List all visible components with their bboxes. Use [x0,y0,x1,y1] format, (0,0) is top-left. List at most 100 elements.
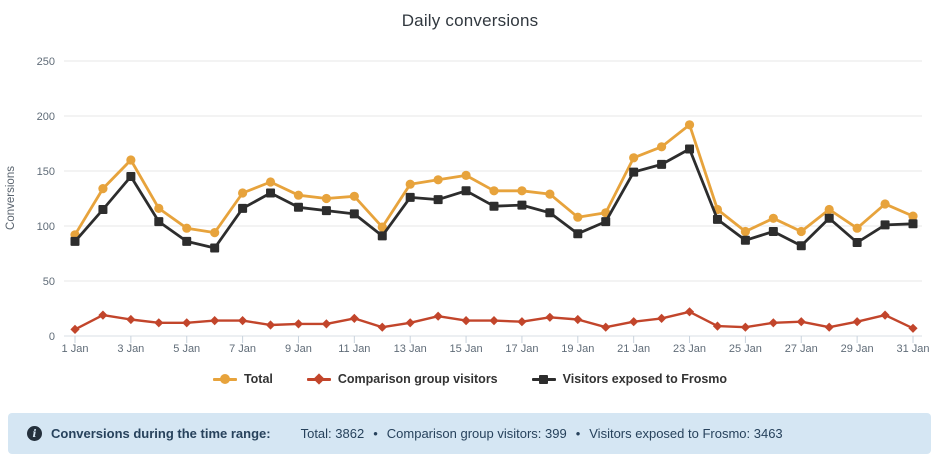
data-point-exposed-to-frosmo[interactable] [321,206,331,216]
data-point-exposed-to-frosmo[interactable] [70,236,80,246]
data-point-exposed-to-frosmo[interactable] [238,203,248,213]
data-point-comparison-group[interactable] [70,324,80,334]
data-point-total[interactable] [740,226,751,237]
legend-label-total: Total [243,372,273,386]
data-point-total[interactable] [684,120,695,130]
data-point-exposed-to-frosmo[interactable] [210,243,220,253]
data-point-exposed-to-frosmo[interactable] [545,208,555,218]
summary-separator: • [575,426,581,441]
data-point-total[interactable] [154,203,164,213]
data-point-comparison-group[interactable] [98,310,108,320]
data-point-exposed-to-frosmo[interactable] [126,172,136,181]
x-tick-label: 17 Jan [505,343,538,355]
data-point-comparison-group[interactable] [573,314,583,325]
data-point-exposed-to-frosmo[interactable] [266,188,276,198]
data-point-exposed-to-frosmo[interactable] [293,202,303,212]
data-point-total[interactable] [489,186,499,196]
data-point-comparison-group[interactable] [740,322,750,332]
data-point-total[interactable] [126,155,136,165]
data-point-total[interactable] [210,228,220,238]
data-point-exposed-to-frosmo[interactable] [768,227,778,236]
data-point-total[interactable] [321,193,331,204]
data-point-comparison-group[interactable] [545,312,555,322]
data-point-total[interactable] [573,212,583,222]
data-point-exposed-to-frosmo[interactable] [98,205,108,214]
data-point-comparison-group[interactable] [433,311,443,321]
data-point-comparison-group[interactable] [461,316,471,326]
data-point-total[interactable] [824,204,834,215]
data-point-comparison-group[interactable] [293,319,304,329]
data-point-exposed-to-frosmo[interactable] [601,217,611,227]
data-point-total[interactable] [265,177,276,187]
data-point-total[interactable] [461,170,471,180]
data-point-exposed-to-frosmo[interactable] [880,220,890,230]
data-point-exposed-to-frosmo[interactable] [377,231,387,241]
conversions-line-chart: 0 50 100 150 200 250 1 Jan 3 Jan 5 Jan 7 Jan 9 Jan… [5,56,930,355]
data-point-total[interactable] [768,213,778,223]
data-point-exposed-to-frosmo[interactable] [657,159,667,169]
data-point-comparison-group[interactable] [349,313,359,323]
data-point-comparison-group[interactable] [908,323,918,333]
data-point-comparison-group[interactable] [657,313,667,323]
summary-total: Total: 3862 [300,426,365,441]
data-point-total[interactable] [657,142,667,152]
data-point-comparison-group[interactable] [601,322,611,332]
legend-item-exposed-to-frosmo[interactable]: Visitors exposed to Frosmo [531,372,727,386]
data-point-comparison-group[interactable] [405,318,415,328]
data-point-exposed-to-frosmo[interactable] [573,229,583,239]
data-point-comparison-group[interactable] [712,321,723,331]
data-point-comparison-group[interactable] [210,316,220,326]
data-point-comparison-group[interactable] [238,316,248,326]
data-point-exposed-to-frosmo[interactable] [154,217,164,227]
data-point-exposed-to-frosmo[interactable] [629,167,639,177]
data-point-comparison-group[interactable] [824,322,834,332]
data-point-exposed-to-frosmo[interactable] [433,195,443,205]
data-point-total[interactable] [852,223,862,233]
data-point-total[interactable] [796,226,806,237]
data-point-total[interactable] [238,188,248,198]
total-series-marker-icon [212,373,237,385]
data-point-total[interactable] [545,189,555,199]
data-point-exposed-to-frosmo[interactable] [461,186,471,196]
data-point-exposed-to-frosmo[interactable] [685,144,695,154]
data-point-total[interactable] [908,211,918,221]
data-point-total[interactable] [517,186,527,196]
data-point-exposed-to-frosmo[interactable] [182,236,192,246]
data-point-comparison-group[interactable] [796,317,806,327]
data-point-comparison-group[interactable] [684,307,695,317]
legend-item-comparison-group[interactable]: Comparison group visitors [306,372,498,386]
data-point-total[interactable] [182,223,192,233]
data-point-comparison-group[interactable] [517,317,527,327]
data-point-comparison-group[interactable] [321,319,331,329]
data-point-comparison-group[interactable] [768,318,778,328]
data-point-comparison-group[interactable] [182,318,192,328]
data-point-total[interactable] [433,175,443,185]
data-point-comparison-group[interactable] [489,316,499,326]
data-point-total[interactable] [405,179,415,189]
data-point-exposed-to-frosmo[interactable] [740,235,750,245]
data-point-comparison-group[interactable] [880,310,890,320]
data-point-comparison-group[interactable] [126,314,136,325]
legend-item-total[interactable]: Total [212,372,273,386]
data-point-exposed-to-frosmo[interactable] [796,241,806,251]
data-point-total[interactable] [349,191,359,201]
data-point-exposed-to-frosmo[interactable] [712,214,722,224]
data-point-exposed-to-frosmo[interactable] [908,219,918,229]
data-point-total[interactable] [98,184,108,194]
data-point-comparison-group[interactable] [154,318,164,328]
data-point-exposed-to-frosmo[interactable] [824,213,834,223]
data-point-exposed-to-frosmo[interactable] [852,238,862,247]
data-point-comparison-group[interactable] [377,322,387,332]
data-point-exposed-to-frosmo[interactable] [349,209,359,219]
data-point-exposed-to-frosmo[interactable] [405,192,415,202]
data-point-total[interactable] [880,199,890,209]
data-point-total[interactable] [293,190,304,200]
data-point-total[interactable] [377,222,387,232]
data-point-comparison-group[interactable] [852,317,862,327]
y-axis-title: Conversions [5,166,17,230]
data-point-exposed-to-frosmo[interactable] [489,201,499,211]
data-point-comparison-group[interactable] [629,317,639,327]
data-point-comparison-group[interactable] [265,320,276,330]
data-point-total[interactable] [629,153,639,163]
data-point-exposed-to-frosmo[interactable] [517,200,527,210]
